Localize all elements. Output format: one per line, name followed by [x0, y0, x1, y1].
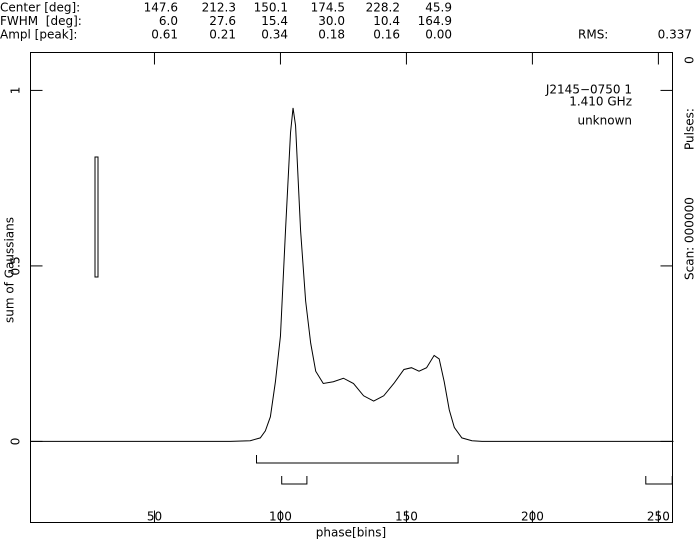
y-axis-label: sum of Gaussians — [3, 217, 17, 323]
annotation: 1.410 GHz — [569, 95, 632, 109]
header-value: 147.6 — [144, 1, 178, 15]
header-value: 0.00 — [425, 28, 452, 42]
y-tick-label: 0 — [9, 438, 23, 446]
header-value: 228.2 — [366, 1, 400, 15]
header-value: 0.18 — [318, 28, 345, 42]
header-value: 0.61 — [151, 28, 178, 42]
pulse-count: 0 — [683, 56, 697, 64]
header-value: 0.16 — [373, 28, 400, 42]
header-label: FWHM [deg]: — [0, 14, 82, 28]
x-tick-label: 100 — [269, 510, 292, 524]
header-label: Ampl [peak]: — [0, 28, 77, 42]
window-bracket — [645, 476, 673, 485]
header-label: Center [deg]: — [0, 1, 80, 15]
rms-value: 0.337 — [658, 28, 692, 42]
header-value: 174.5 — [311, 1, 345, 15]
scan-label: Scan: 000000 — [683, 197, 697, 280]
header-value: 6.0 — [159, 14, 178, 28]
plot-frame — [30, 52, 673, 523]
rms-label: RMS: — [578, 28, 608, 42]
header-value: 0.34 — [261, 28, 288, 42]
header-value: 30.0 — [318, 14, 345, 28]
header-value: 10.4 — [373, 14, 400, 28]
x-tick-label: 150 — [395, 510, 418, 524]
profile-line — [31, 107, 674, 442]
rms-bar — [94, 156, 99, 278]
window-bracket — [256, 455, 459, 464]
x-tick-label: 250 — [647, 510, 670, 524]
header-value: 150.1 — [254, 1, 288, 15]
header-value: 15.4 — [261, 14, 288, 28]
pulses-label: Pulses: — [683, 108, 697, 150]
x-tick-label: 200 — [521, 510, 544, 524]
header-value: 212.3 — [202, 1, 236, 15]
header-value: 45.9 — [425, 1, 452, 15]
header-value: 164.9 — [418, 14, 452, 28]
header-value: 27.6 — [209, 14, 236, 28]
y-tick-label: 1 — [9, 87, 23, 95]
annotation: J2145−0750 1 — [545, 83, 632, 97]
x-axis-label: phase[bins] — [316, 526, 386, 540]
window-bracket — [281, 476, 308, 485]
annotation: unknown — [577, 114, 632, 128]
y-tick-label: 0.5 — [9, 256, 23, 275]
x-tick-label: 50 — [147, 510, 162, 524]
header-value: 0.21 — [209, 28, 236, 42]
